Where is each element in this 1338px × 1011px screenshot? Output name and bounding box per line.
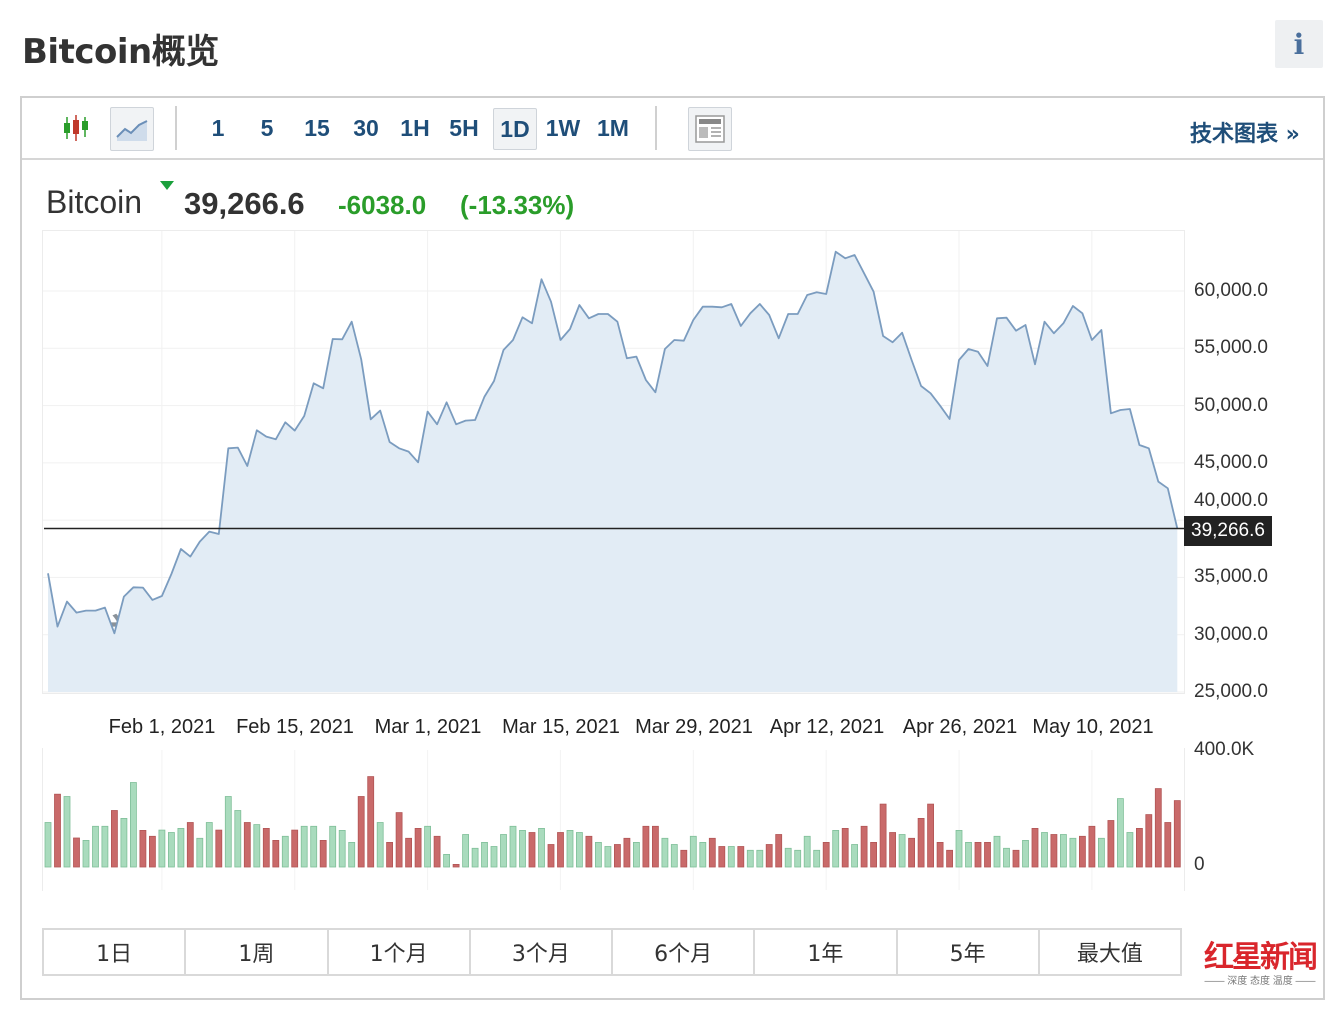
interval-5[interactable]: 5 <box>260 114 274 141</box>
time-range-selector: 1日 1周 1个月 3个月 6个月 1年 5年 最大值 <box>42 928 1182 976</box>
chart-toolbar <box>22 98 1323 160</box>
interval-1[interactable]: 1 <box>211 114 225 141</box>
x-axis-tick-label: Feb 1, 2021 <box>108 716 216 738</box>
volume-axis-zero-label: 0 <box>1194 854 1205 875</box>
y-axis-tick-label: 45,000.0 <box>1194 451 1268 473</box>
brand-name: 红星新闻 <box>1204 940 1318 975</box>
x-axis-tick-label: Feb 15, 2021 <box>236 716 354 738</box>
price-change-percent: (-13.33%) <box>460 190 575 220</box>
interval-1d[interactable]: 1D <box>493 108 537 150</box>
y-axis-tick-label: 40,000.0 <box>1194 490 1268 511</box>
y-axis-tick-label: 35,000.0 <box>1194 566 1268 588</box>
range-1y[interactable]: 1年 <box>753 928 898 976</box>
range-1w[interactable]: 1周 <box>184 928 329 976</box>
interval-15[interactable]: 15 <box>304 114 330 141</box>
technical-chart-link[interactable]: 技术图表 » <box>1190 122 1300 147</box>
watermark-en-suffix: .com <box>157 656 202 678</box>
chart-layout-button[interactable] <box>688 107 732 151</box>
volume-axis-max-label: 400.0K <box>1194 739 1255 760</box>
range-6m[interactable]: 6个月 <box>611 928 756 976</box>
brand-logo: 红星新闻 —— 深度 态度 温度 —— <box>1204 940 1318 988</box>
instrument-name: Bitcoin <box>46 184 143 220</box>
info-button[interactable]: i <box>1275 20 1323 68</box>
x-axis-tick-label: Mar 1, 2021 <box>374 716 482 738</box>
y-axis-tick-label: 60,000.0 <box>1194 280 1268 301</box>
y-axis-tick-label: 55,000.0 <box>1194 337 1268 359</box>
toolbar-divider <box>655 106 657 150</box>
candlestick-icon <box>64 115 88 141</box>
last-price: 39,266.6 <box>184 186 305 221</box>
watermark-cn: 英为财情 <box>70 611 221 657</box>
price-down-icon <box>160 181 174 190</box>
interval-1m[interactable]: 1M <box>597 114 629 141</box>
interval-1h[interactable]: 1H <box>400 114 430 141</box>
price-change: -6038.0 <box>338 190 427 220</box>
brand-tagline: —— 深度 态度 温度 —— <box>1204 976 1316 987</box>
line-chart-button[interactable] <box>110 107 154 151</box>
chart-widget <box>20 96 1325 1000</box>
y-axis-tick-label: 25,000.0 <box>1194 680 1268 702</box>
line-chart-icon <box>116 120 148 141</box>
range-max[interactable]: 最大值 <box>1037 928 1182 976</box>
x-axis-tick-label: Mar 29, 2021 <box>635 716 753 738</box>
x-axis-tick-label: Mar 15, 2021 <box>502 716 620 738</box>
range-1m[interactable]: 1个月 <box>326 928 471 976</box>
watermark-en-name: Investing <box>70 656 158 678</box>
y-axis-tick-label: 30,000.0 <box>1194 623 1268 645</box>
chart-layout-icon <box>695 115 725 143</box>
investing-watermark-logo: 英为财情 Investing.com <box>70 611 221 678</box>
page-title: Bitcoin概览 <box>22 32 219 72</box>
price-chart-pane[interactable] <box>42 230 1185 694</box>
range-3m[interactable]: 3个月 <box>468 928 613 976</box>
range-1d[interactable]: 1日 <box>42 928 187 976</box>
candlestick-chart-button[interactable] <box>55 107 97 149</box>
interval-30[interactable]: 30 <box>353 114 379 141</box>
range-5y[interactable]: 5年 <box>895 928 1040 976</box>
interval-1w[interactable]: 1W <box>545 114 581 141</box>
interval-5h[interactable]: 5H <box>449 114 479 141</box>
toolbar-divider <box>175 106 177 150</box>
x-axis-tick-label: Apr 12, 2021 <box>769 716 885 738</box>
x-axis-tick-label: Apr 26, 2021 <box>902 716 1018 738</box>
x-axis-tick-label: May 10, 2021 <box>1032 716 1154 738</box>
current-price-label: 39,266.6 <box>1184 516 1272 546</box>
watermark-en: Investing.com <box>70 656 218 678</box>
volume-chart-pane[interactable] <box>42 748 1185 891</box>
y-axis-tick-label: 50,000.0 <box>1194 394 1268 416</box>
